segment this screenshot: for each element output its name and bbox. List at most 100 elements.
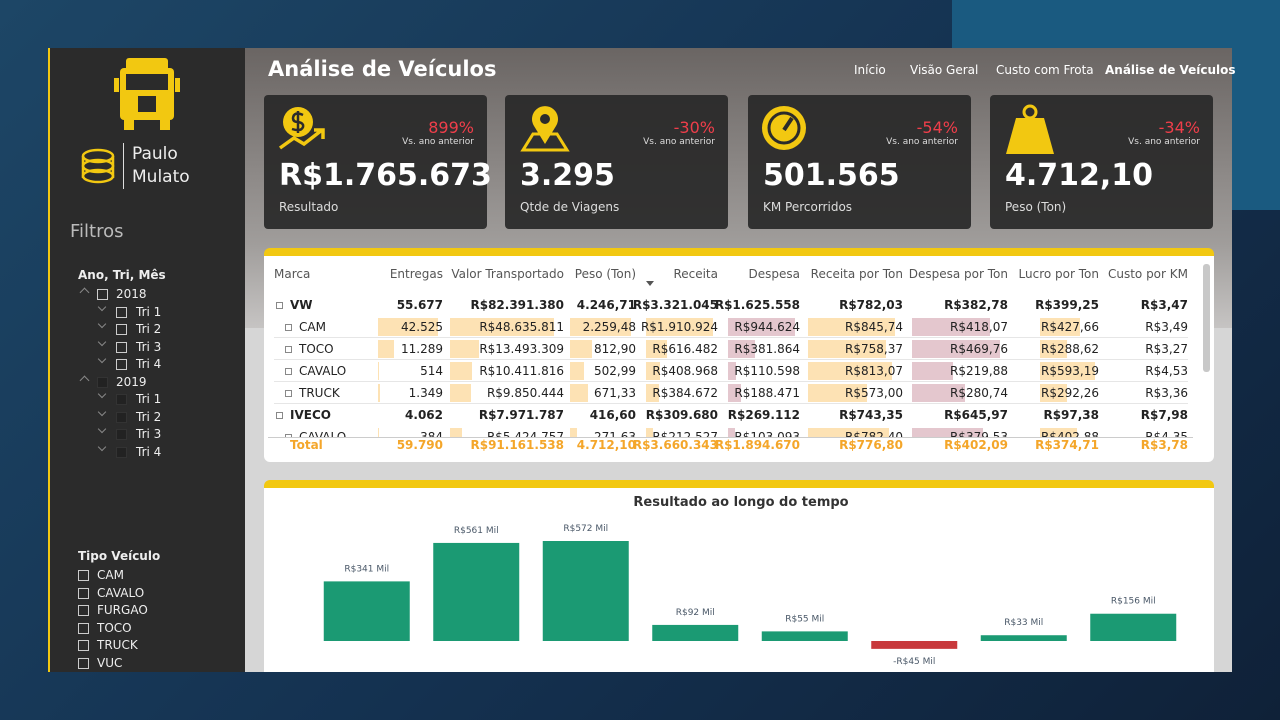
kpi-icon: [520, 106, 570, 152]
year-label[interactable]: 2018: [116, 287, 147, 301]
vehicle-option[interactable]: TRUCK: [97, 638, 138, 652]
expand-icon[interactable]: [276, 302, 283, 309]
table-cell: R$269.112: [727, 408, 800, 422]
checkbox[interactable]: [97, 376, 108, 388]
kpi-change: 899%: [428, 118, 474, 137]
quarter-label[interactable]: Tri 3: [136, 339, 162, 354]
data-bar: [378, 362, 379, 380]
table-cell: R$645,97: [944, 408, 1008, 422]
data-bar: [728, 340, 755, 358]
kpi-label: Resultado: [279, 200, 339, 214]
expand-icon[interactable]: [285, 390, 292, 397]
column-header[interactable]: Custo por KM: [1107, 267, 1188, 281]
scrollbar[interactable]: [1203, 264, 1210, 372]
quarter-label[interactable]: Tri 3: [136, 427, 162, 441]
quarter-label[interactable]: Tri 2: [136, 322, 162, 336]
vehicle-option[interactable]: FURGAO: [97, 603, 148, 617]
data-label: -R$45 Mil: [893, 657, 935, 667]
total-cell: 4.712,10: [576, 438, 636, 452]
column-header[interactable]: Despesa por Ton: [908, 267, 1008, 281]
nav-link[interactable]: Análise de Veículos: [1105, 63, 1236, 77]
icon-pin-hole: [540, 114, 550, 124]
data-bar: [570, 340, 593, 358]
expand-icon[interactable]: [285, 324, 292, 331]
vehicle-option[interactable]: TOCO: [97, 620, 132, 635]
checkbox[interactable]: [116, 324, 127, 335]
column-header[interactable]: Despesa: [748, 267, 800, 281]
data-bar: [912, 340, 1001, 358]
table-cell: R$593,19: [1041, 364, 1099, 378]
checkbox[interactable]: [116, 341, 127, 353]
quarter-label[interactable]: Tri 4: [136, 357, 162, 371]
quarter-label[interactable]: Tri 4: [136, 444, 162, 459]
bar: [761, 631, 848, 641]
row-rule: [274, 359, 1188, 360]
checkbox[interactable]: [116, 394, 127, 405]
data-bar: [808, 384, 868, 402]
expand-icon[interactable]: [285, 434, 292, 437]
table-cell: 812,90: [594, 342, 636, 356]
checkbox[interactable]: [78, 657, 89, 669]
column-header[interactable]: Lucro por Ton: [1018, 267, 1099, 281]
column-header[interactable]: Receita por Ton: [810, 267, 903, 281]
table-cell: 384: [420, 430, 443, 437]
expand-icon[interactable]: [285, 346, 292, 353]
column-header[interactable]: Entregas: [389, 267, 443, 281]
column-header[interactable]: Valor Transportado: [451, 267, 564, 281]
table-cell: 2.259,48: [582, 320, 636, 334]
checkbox[interactable]: [78, 587, 89, 599]
table-cell: R$188.471: [734, 386, 800, 400]
kpi-icon: [1006, 104, 1054, 154]
table-cell: R$758,37: [845, 342, 903, 356]
quarter-label[interactable]: Tri 1: [136, 392, 162, 406]
column-header[interactable]: Peso (Ton): [574, 267, 636, 281]
table-cell: R$418,07: [950, 320, 1008, 334]
data-label: R$561 Mil: [454, 526, 499, 536]
total-cell: R$3,78: [1140, 438, 1188, 452]
data-label: R$156 Mil: [1111, 597, 1156, 607]
vehicle-option[interactable]: CAVALO: [97, 585, 145, 600]
kpi-note: Vs. ano anterior: [643, 137, 715, 147]
data-bar: [378, 318, 439, 336]
icon-ring: [1022, 104, 1038, 120]
icon-arrow: [278, 128, 325, 150]
column-header[interactable]: Marca: [274, 267, 311, 281]
data-bar: [646, 384, 660, 402]
checkbox[interactable]: [116, 306, 127, 318]
checkbox[interactable]: [78, 570, 89, 581]
table-cell: R$3,27: [1145, 342, 1188, 356]
vehicle-option[interactable]: VUC: [97, 655, 123, 670]
checkbox[interactable]: [97, 289, 108, 300]
data-label: R$572 Mil: [563, 524, 608, 534]
table-cell: R$573,00: [845, 386, 903, 400]
bar: [1090, 613, 1177, 641]
table-cell: R$3,49: [1145, 320, 1188, 334]
expand-icon[interactable]: [276, 412, 283, 419]
quarter-label[interactable]: Tri 2: [136, 409, 162, 424]
filters-title: Filtros: [70, 221, 124, 242]
checkbox[interactable]: [116, 359, 127, 370]
checkbox[interactable]: [78, 622, 89, 634]
table-cell: TOCO: [299, 342, 334, 356]
kpi-value: 4.712,10: [1005, 158, 1154, 193]
checkbox[interactable]: [78, 605, 89, 616]
data-label: R$55 Mil: [785, 614, 824, 624]
checkbox[interactable]: [78, 640, 89, 651]
quarter-label[interactable]: Tri 1: [136, 304, 162, 319]
table-cell: 671,33: [594, 386, 636, 400]
data-label: R$92 Mil: [676, 608, 715, 618]
table-cell: R$212.527: [652, 430, 718, 437]
icon-map: [520, 132, 570, 152]
nav-link[interactable]: Início: [854, 63, 886, 77]
expand-icon[interactable]: [285, 368, 292, 375]
checkbox[interactable]: [116, 429, 127, 440]
nav-link[interactable]: Visão Geral: [910, 63, 979, 77]
column-header[interactable]: Receita: [673, 267, 718, 281]
checkbox[interactable]: [116, 411, 127, 423]
year-label[interactable]: 2019: [116, 374, 147, 389]
checkbox[interactable]: [116, 446, 127, 458]
nav-link[interactable]: Custo com Frota: [996, 63, 1094, 77]
data-bar: [570, 362, 584, 380]
vehicle-option[interactable]: CAM: [97, 568, 124, 582]
